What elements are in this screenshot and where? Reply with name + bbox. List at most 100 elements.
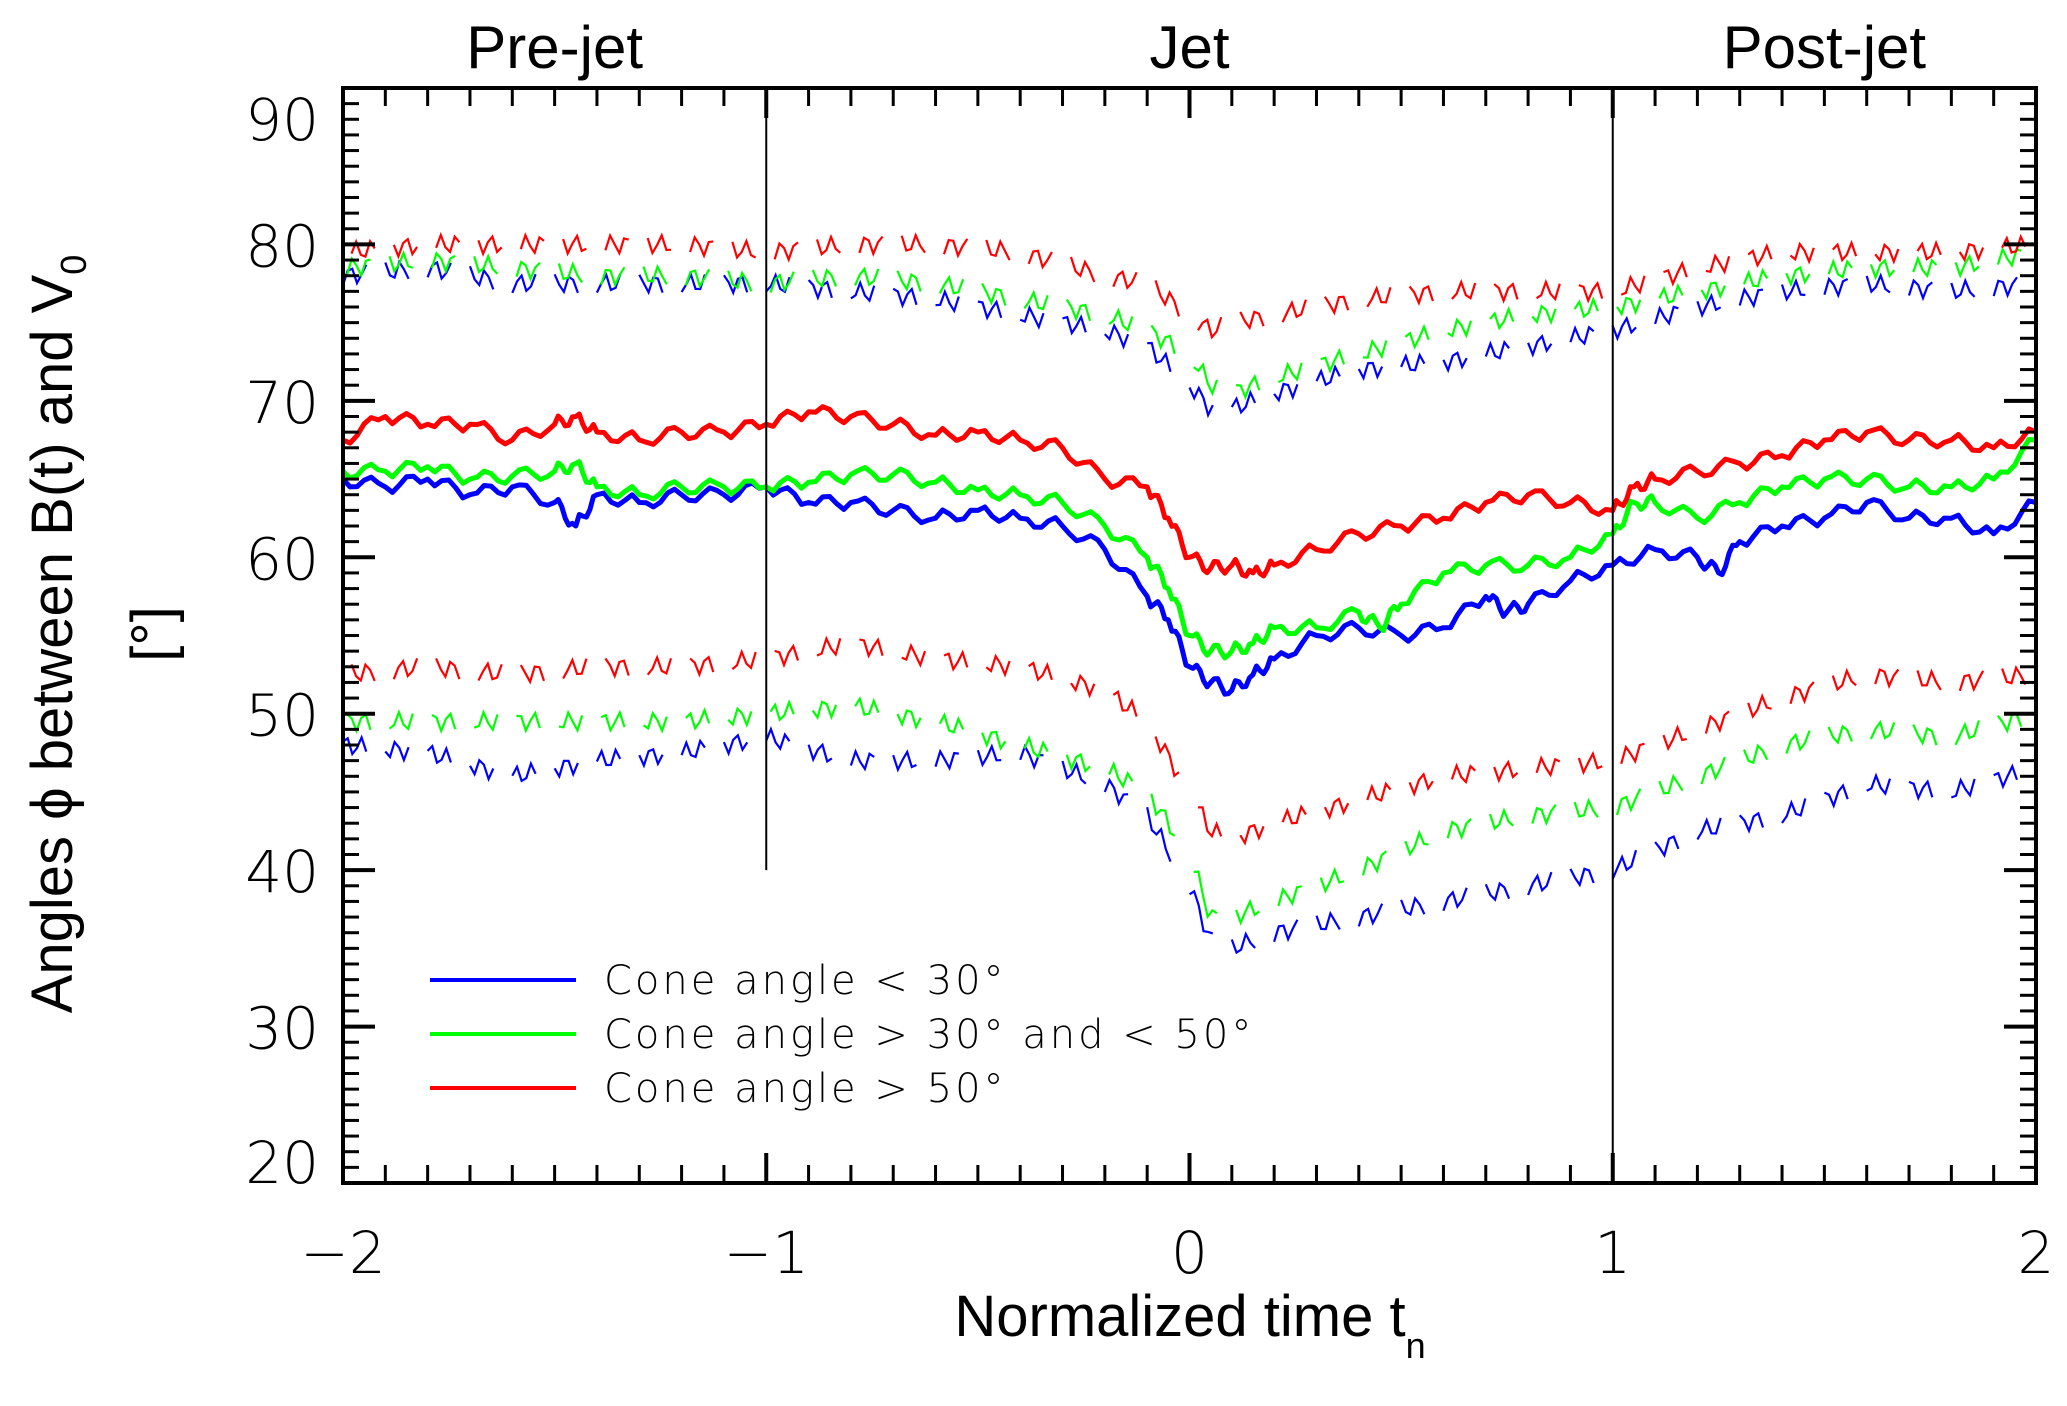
dash-segment [731, 648, 757, 670]
dash-segment [1866, 772, 1892, 796]
y-axis-title: Angles ϕ between B(t) and V0 [20, 255, 94, 1014]
dash-segment [896, 270, 922, 292]
dash-segment [1103, 777, 1129, 807]
dash-segment [1281, 804, 1307, 825]
dash-segment [1781, 798, 1807, 824]
dash-segment [1323, 295, 1350, 316]
dash-segment [1484, 881, 1511, 902]
dash-segment [473, 709, 499, 733]
vertical-markers [765, 88, 1614, 1183]
dash-segment [1357, 903, 1384, 927]
dash-segment [901, 642, 927, 668]
dash-segment [1704, 710, 1730, 734]
dash-segment [1616, 296, 1642, 317]
dash-segment [342, 734, 368, 757]
dash-segment [1154, 280, 1180, 317]
dash-segment [1323, 797, 1350, 821]
dash-segment [1239, 310, 1265, 331]
dash-segment [1789, 241, 1815, 265]
dash-segment [1780, 277, 1806, 302]
dash-segment [646, 654, 673, 676]
x-tick-label: −2 [300, 1219, 386, 1287]
dash-segment [1569, 324, 1595, 346]
dash-segment [985, 238, 1011, 261]
dash-segment [1527, 871, 1553, 896]
dash-segment [1992, 276, 2018, 299]
dash-segment [1573, 296, 1599, 319]
dash-segment [1112, 269, 1138, 291]
series-dashed-cone-angle-30-and-50-upper [346, 246, 2022, 401]
dash-segment [604, 657, 630, 680]
dash-segment [1908, 779, 1934, 802]
dash-segment [1993, 763, 2019, 790]
dash-segment [2001, 233, 2027, 254]
dash-segment [557, 261, 584, 284]
dash-segment [1230, 931, 1256, 955]
dash-segment [1738, 811, 1765, 834]
dash-segment [934, 748, 959, 772]
dash-segment [1147, 341, 1172, 373]
axes [341, 86, 2038, 1185]
dash-segment [811, 268, 838, 289]
dash-segment [850, 279, 876, 303]
dash-segment [1230, 389, 1257, 415]
dash-segment [1446, 818, 1472, 841]
dash-segment [1874, 668, 1900, 690]
dash-segment [689, 655, 715, 678]
dash-segment [1028, 661, 1053, 682]
dash-segment [1023, 735, 1049, 759]
x-axis-title-subscript: n [1406, 1325, 1426, 1366]
dash-segment [935, 288, 960, 314]
y-tick-label: 70 [245, 369, 319, 437]
y-tick-label: 20 [245, 1129, 319, 1197]
dash-segment [1696, 292, 1722, 319]
dash-segment [685, 706, 711, 731]
dash-segment [519, 232, 545, 256]
dash-segment [477, 661, 503, 682]
legend-label-red: Cone angle > 50° [604, 1066, 1007, 1112]
y-tick-labels: 20 30 40 50 60 70 80 90 [245, 86, 319, 1197]
dash-segment [1954, 720, 1980, 746]
dash-segment [1869, 258, 1896, 281]
dash-segment [469, 758, 495, 783]
dash-segment [985, 653, 1011, 678]
dash-segment [854, 696, 880, 716]
dash-segment [981, 730, 1007, 751]
dash-segment [642, 710, 668, 734]
x-tick-label: 2 [2018, 1219, 2055, 1287]
dash-segment [1916, 239, 1942, 261]
dash-segment [516, 710, 541, 734]
dash-segment [1065, 752, 1091, 774]
dash-segment [558, 709, 584, 734]
dash-segment [1450, 762, 1476, 785]
x-tick-labels: −2 −1 0 1 2 [300, 1219, 2054, 1287]
dash-segment [1577, 750, 1603, 776]
dash-segment [1193, 362, 1219, 397]
dash-segment [1366, 285, 1392, 308]
dash-segment [1146, 806, 1172, 862]
dash-segment [595, 747, 622, 767]
dash-segment [468, 265, 495, 290]
solid-series-group [341, 404, 2038, 697]
dash-segment [1366, 781, 1392, 802]
dash-segment [1023, 289, 1049, 311]
x-tick-label: 1 [1594, 1219, 1631, 1287]
dash-segment [426, 743, 452, 765]
y-axis-title-main: Angles ϕ between B(t) and V [20, 274, 85, 1013]
dash-segment [473, 253, 499, 275]
dash-segment [976, 743, 1002, 768]
dash-segment [562, 233, 587, 257]
dash-segment [807, 279, 833, 301]
dash-segment [1442, 351, 1468, 374]
dash-segment [1150, 793, 1176, 837]
dash-segment [981, 282, 1007, 306]
dash-segment [773, 241, 799, 263]
y-tick-label: 50 [245, 682, 319, 750]
dash-segment [1103, 322, 1130, 350]
dash-segment [1954, 253, 1980, 279]
dash-segment [1785, 730, 1811, 754]
dash-segment [1789, 681, 1815, 705]
dash-segment [1315, 910, 1341, 931]
dash-segment [1451, 278, 1477, 300]
dash-segment [722, 274, 749, 296]
